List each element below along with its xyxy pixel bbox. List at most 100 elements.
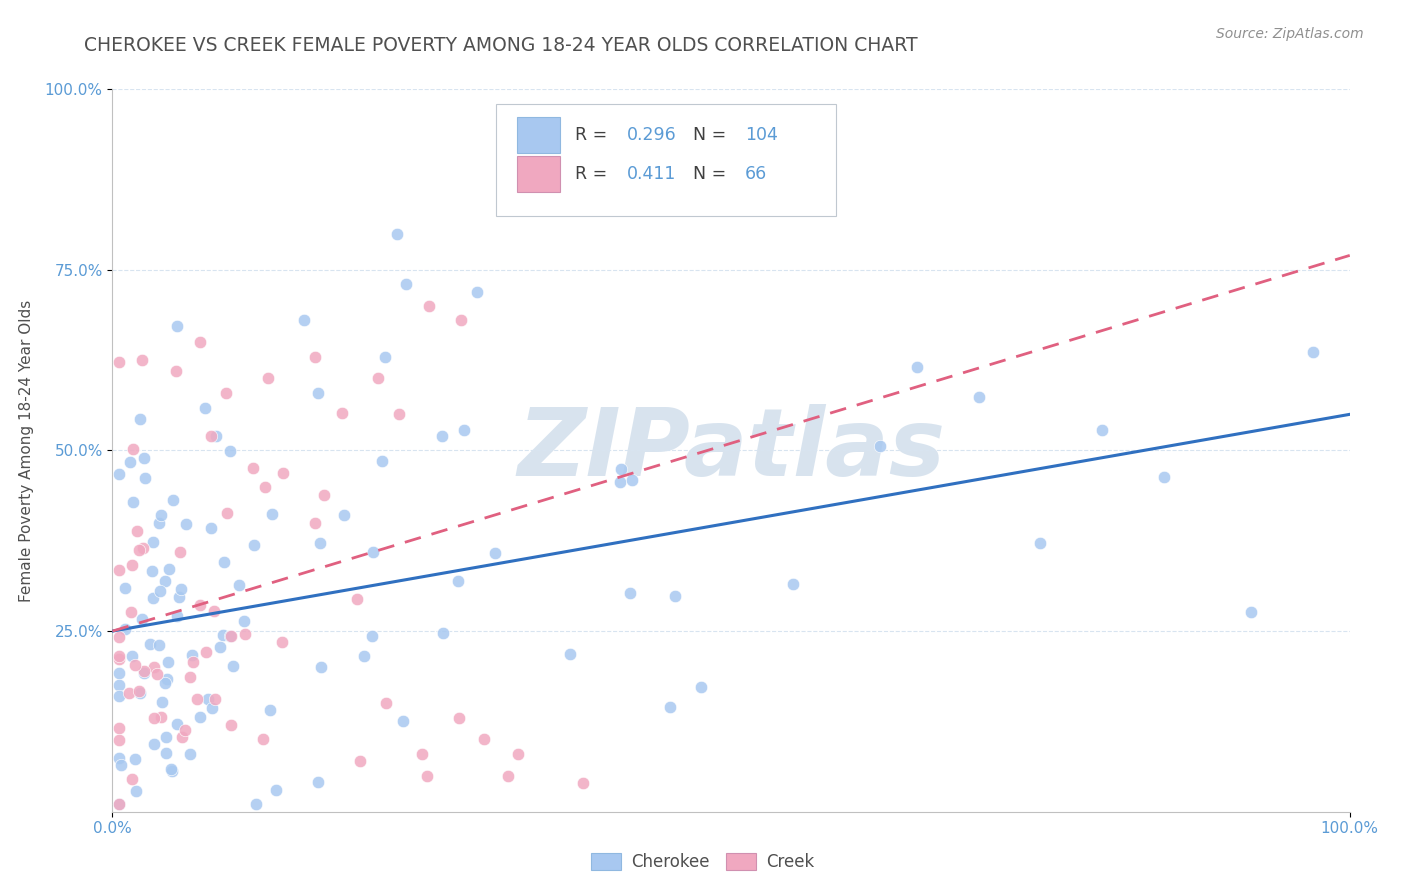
Point	[114, 581, 136, 595]
Point	[148, 638, 170, 652]
Point	[430, 429, 453, 443]
Point	[114, 622, 136, 636]
Point	[233, 627, 256, 641]
Point	[869, 439, 891, 453]
Point	[160, 762, 183, 776]
Point	[571, 776, 593, 790]
Point	[309, 535, 332, 549]
Point	[162, 764, 184, 778]
Text: CHEROKEE VS CREEK FEMALE POVERTY AMONG 18-24 YEAR OLDS CORRELATION CHART: CHEROKEE VS CREEK FEMALE POVERTY AMONG 1…	[84, 36, 918, 54]
Point	[1153, 470, 1175, 484]
Point	[391, 714, 413, 728]
Point	[107, 750, 129, 764]
Point	[129, 686, 152, 700]
Point	[658, 700, 681, 714]
Point	[134, 471, 156, 485]
Point	[252, 732, 274, 747]
Point	[619, 586, 641, 600]
Point	[782, 577, 804, 591]
Point	[271, 635, 294, 649]
Point	[242, 461, 264, 475]
Point	[166, 608, 188, 623]
Point	[361, 629, 384, 643]
Point	[121, 442, 143, 457]
Point	[242, 538, 264, 552]
Point	[610, 462, 633, 476]
Point	[349, 754, 371, 768]
Point	[143, 711, 166, 725]
Point	[200, 520, 222, 534]
Point	[690, 680, 713, 694]
Point	[385, 227, 408, 241]
Point	[170, 582, 193, 596]
Point	[432, 625, 454, 640]
Point	[134, 450, 156, 465]
Point	[107, 721, 129, 735]
Point	[118, 455, 141, 469]
Point	[179, 669, 201, 683]
Point	[201, 701, 224, 715]
Point	[1091, 423, 1114, 437]
Point	[418, 299, 440, 313]
Point	[609, 475, 631, 489]
Point	[197, 691, 219, 706]
Point	[131, 541, 153, 556]
Text: ZIPatlas: ZIPatlas	[517, 404, 945, 497]
Point	[174, 517, 197, 532]
Point	[107, 797, 129, 812]
Point	[411, 747, 433, 761]
Point	[122, 495, 145, 509]
Point	[254, 480, 277, 494]
Point	[131, 612, 153, 626]
Text: 0.411: 0.411	[627, 165, 676, 183]
Point	[179, 747, 201, 762]
Point	[219, 718, 242, 732]
Point	[447, 574, 470, 588]
Point	[153, 676, 176, 690]
Point	[215, 506, 238, 520]
Point	[148, 516, 170, 530]
Point	[121, 649, 143, 664]
Point	[905, 359, 928, 374]
Point	[149, 508, 172, 522]
Point	[259, 703, 281, 717]
Point	[353, 648, 375, 663]
Text: 0.296: 0.296	[627, 126, 676, 144]
Point	[1240, 605, 1263, 619]
Point	[395, 277, 418, 292]
Point	[134, 665, 156, 680]
Point	[204, 692, 226, 706]
Text: R =: R =	[575, 165, 613, 183]
Point	[453, 423, 475, 437]
Point	[143, 737, 166, 751]
Point	[107, 630, 129, 644]
Point	[124, 658, 146, 673]
Point	[153, 574, 176, 588]
Text: 104: 104	[745, 126, 778, 144]
Point	[166, 318, 188, 333]
Point	[120, 605, 142, 619]
Legend: Cherokee, Creek: Cherokee, Creek	[583, 845, 823, 880]
Point	[152, 695, 174, 709]
Point	[361, 544, 384, 558]
Point	[156, 656, 179, 670]
Point	[388, 407, 411, 421]
Point	[264, 782, 287, 797]
Point	[128, 411, 150, 425]
Text: N =: N =	[693, 126, 731, 144]
Point	[155, 746, 177, 760]
Point	[188, 334, 211, 349]
Point	[174, 723, 197, 737]
Text: R =: R =	[575, 126, 613, 144]
Text: N =: N =	[693, 165, 731, 183]
Point	[194, 401, 217, 415]
Point	[218, 444, 240, 458]
Point	[183, 656, 205, 670]
Point	[307, 775, 329, 789]
Point	[186, 692, 208, 706]
Point	[107, 690, 129, 704]
Point	[304, 350, 326, 364]
Point	[221, 659, 243, 673]
FancyBboxPatch shape	[517, 117, 561, 153]
Point	[142, 659, 165, 673]
